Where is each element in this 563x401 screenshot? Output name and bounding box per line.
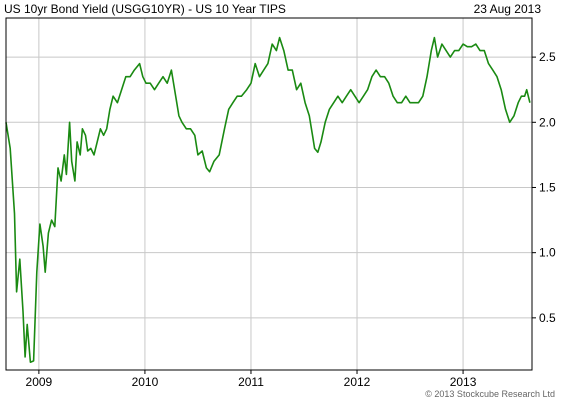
y-tick-label: 1.5	[539, 180, 556, 194]
x-tick-label: 2010	[132, 375, 159, 389]
y-tick-label: 1.0	[539, 246, 556, 260]
x-tick-label: 2009	[26, 375, 53, 389]
plot-area	[6, 18, 532, 370]
chart-date: 23 Aug 2013	[473, 2, 541, 16]
x-tick-label: 2013	[450, 375, 477, 389]
x-tick-label: 2012	[344, 375, 371, 389]
chart-title: US 10yr Bond Yield (USGG10YR) - US 10 Ye…	[4, 2, 286, 16]
plot-border	[5, 17, 533, 371]
x-tick-label: 2011	[238, 375, 264, 389]
y-tick-label: 0.5	[539, 311, 556, 325]
series-line	[5, 36, 531, 363]
y-tick-label: 2.0	[539, 115, 556, 129]
copyright-text: © 2013 Stockcube Research Ltd	[425, 389, 555, 399]
y-tick-label: 2.5	[539, 50, 556, 64]
